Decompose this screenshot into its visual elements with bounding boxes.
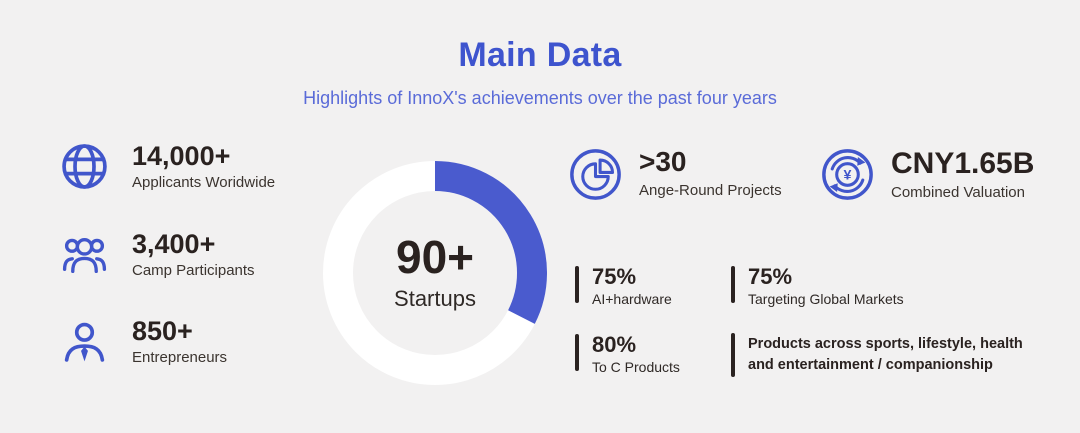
breakdown-text: 75% Targeting Global Markets xyxy=(748,264,904,308)
breakdown-text: 75% AI+hardware xyxy=(592,264,672,308)
breakdown-label: Targeting Global Markets xyxy=(748,291,904,307)
stat-camp-participants: 3,400+ Camp Participants xyxy=(60,230,255,284)
breakdown-to-c-products: 80% To C Products xyxy=(575,332,680,376)
donut-highlight-arc xyxy=(434,161,547,324)
stat-value: >30 xyxy=(639,146,687,177)
yen-glyph: ¥ xyxy=(844,167,852,183)
breakdown-label-line2: and entertainment / companionship xyxy=(748,357,993,373)
globe-icon xyxy=(60,142,109,196)
stat-text: 850+ Entrepreneurs xyxy=(132,316,228,367)
stat-value: CNY1.65B xyxy=(891,147,1035,180)
startups-donut-chart: 90+ Startups xyxy=(323,161,547,385)
breakdown-ai-hardware: 75% AI+hardware xyxy=(575,264,672,308)
stat-label: Ange-Round Projects xyxy=(639,181,782,199)
stat-entrepreneurs: 850+ Entrepreneurs xyxy=(60,317,227,371)
stat-text: >30 Ange-Round Projects xyxy=(639,146,782,199)
page-title: Main Data xyxy=(458,36,622,74)
stat-text: 3,400+ Camp Participants xyxy=(132,229,255,280)
divider-bar xyxy=(731,266,735,303)
stat-applicants-worldwide: 14,000+ Applicants Woridwide xyxy=(60,142,275,196)
divider-bar xyxy=(575,266,579,303)
camp-participants-icon xyxy=(60,230,109,284)
breakdown-value: 75% xyxy=(592,264,637,289)
breakdown-value: 75% xyxy=(748,264,793,289)
donut-svg xyxy=(323,161,547,385)
pie-chart-icon xyxy=(568,147,623,207)
breakdown-text: Products across sports, lifestyle, healt… xyxy=(748,333,1023,377)
divider-bar xyxy=(575,334,579,371)
donut-value: 90+ xyxy=(395,231,475,283)
breakdown-label: To C Products xyxy=(592,359,680,375)
stat-label: Combined Valuation xyxy=(891,184,1025,201)
stat-angel-round-projects: >30 Ange-Round Projects xyxy=(568,146,782,207)
donut-center-text: 90+ Startups xyxy=(323,161,547,385)
breakdown-value: 80% xyxy=(592,332,637,357)
stat-label: Entrepreneurs xyxy=(132,349,228,367)
breakdown-label: AI+hardware xyxy=(592,291,672,307)
breakdown-text: 80% To C Products xyxy=(592,332,680,376)
stat-value: 850+ xyxy=(132,316,193,346)
entrepreneur-icon xyxy=(60,317,109,371)
breakdown-global-markets: 75% Targeting Global Markets xyxy=(731,264,904,308)
donut-label: Startups xyxy=(394,286,476,311)
page-subtitle: Highlights of InnoX's achievements over … xyxy=(303,88,777,108)
currency-exchange-icon: ¥ xyxy=(820,147,875,207)
stat-label: Camp Participants xyxy=(132,262,255,280)
stat-value: 3,400+ xyxy=(132,229,216,259)
stat-label: Applicants Woridwide xyxy=(132,174,276,192)
stat-text: CNY1.65B Combined Valuation xyxy=(891,147,1034,201)
breakdown-label-line1: Products across sports, lifestyle, healt… xyxy=(748,335,1023,352)
stat-combined-valuation: ¥ CNY1.65B Combined Valuation xyxy=(820,147,1034,207)
divider-bar xyxy=(731,333,735,377)
stat-text: 14,000+ Applicants Woridwide xyxy=(132,141,276,192)
breakdown-product-categories: Products across sports, lifestyle, healt… xyxy=(731,333,1023,377)
stat-value: 14,000+ xyxy=(132,141,231,171)
